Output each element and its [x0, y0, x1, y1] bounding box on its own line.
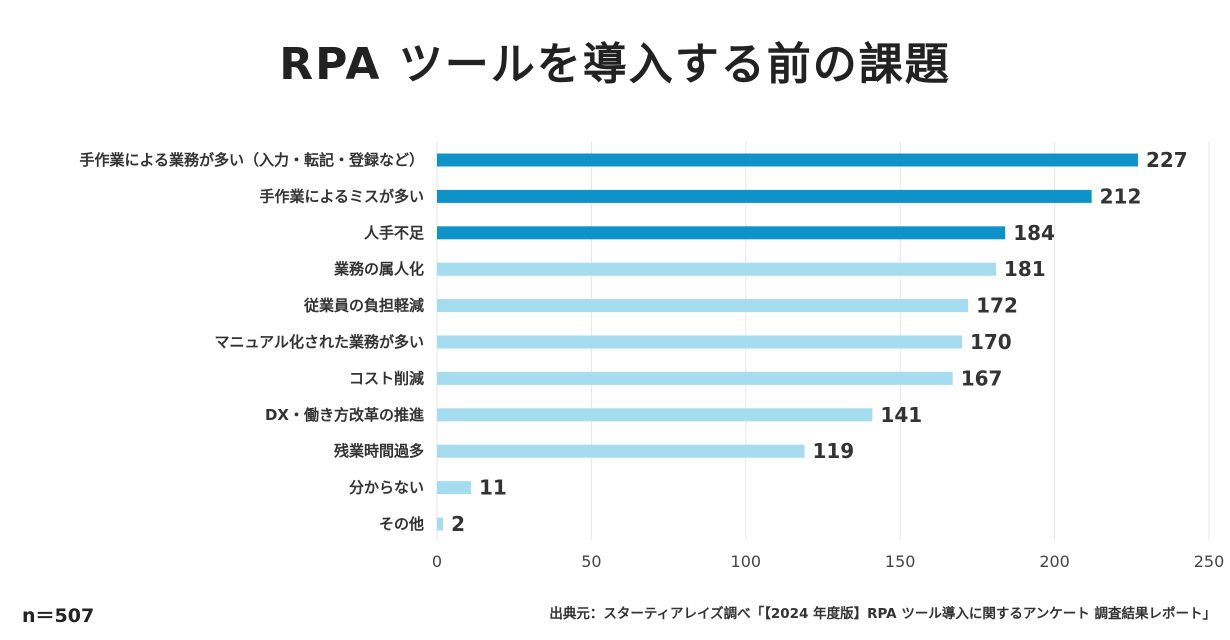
category-label: コスト削減 — [349, 369, 424, 387]
sample-size: n＝507 — [22, 605, 95, 627]
chart-title: RPA ツールを導入する前の課題 — [279, 39, 951, 90]
category-label: 手作業によるミスが多い — [259, 187, 424, 205]
bars — [437, 153, 1138, 531]
category-label: 人手不足 — [364, 224, 425, 242]
x-axis-ticks: 0 50 100 150 200 250 — [432, 552, 1224, 571]
category-label: 残業時間過多 — [334, 442, 424, 460]
value-label: 167 — [961, 366, 1003, 390]
category-labels: 手作業による業務が多い（入力・転記・登録など） 手作業によるミスが多い人手不足業務… — [79, 151, 425, 533]
category-label: DX・働き方改革の推進 — [265, 406, 425, 424]
category-label: 業務の属人化 — [333, 260, 424, 278]
category-label: その他 — [379, 515, 424, 533]
value-label: 170 — [970, 330, 1012, 354]
bar — [437, 517, 444, 531]
category-label: 手作業による業務が多い（入力・転記・登録など） — [79, 151, 424, 169]
bar — [437, 335, 962, 349]
value-label: 2 — [451, 512, 465, 536]
value-label: 119 — [812, 439, 854, 463]
x-tick-label: 0 — [432, 552, 442, 571]
bar — [437, 371, 953, 385]
bar — [437, 226, 1006, 240]
x-tick-label: 150 — [885, 552, 916, 571]
value-label: 11 — [479, 476, 507, 500]
value-label: 184 — [1013, 221, 1055, 245]
bar — [437, 481, 471, 495]
value-label: 181 — [1004, 257, 1046, 281]
bar — [437, 299, 969, 313]
value-label: 141 — [880, 403, 922, 427]
category-label: 分からない — [349, 479, 424, 497]
bar — [437, 444, 805, 458]
bar-chart: 手作業による業務が多い（入力・転記・登録など） 手作業によるミスが多い人手不足業務… — [79, 142, 1224, 571]
bar — [437, 189, 1092, 203]
value-label: 172 — [976, 294, 1018, 318]
source-note: 出典元：スターティアレイズ調べ「【2024 年度版】RPA ツール導入に関するア… — [549, 606, 1216, 622]
x-tick-label: 250 — [1194, 552, 1225, 571]
value-label: 212 — [1100, 184, 1142, 208]
x-tick-label: 100 — [731, 552, 762, 571]
bar — [437, 408, 873, 422]
x-tick-label: 50 — [581, 552, 601, 571]
x-tick-label: 200 — [1039, 552, 1070, 571]
bar — [437, 262, 996, 276]
category-label: マニュアル化された業務が多い — [214, 333, 424, 351]
bar — [437, 153, 1138, 167]
value-label: 227 — [1146, 148, 1188, 172]
category-label: 従業員の負担軽減 — [303, 297, 424, 315]
